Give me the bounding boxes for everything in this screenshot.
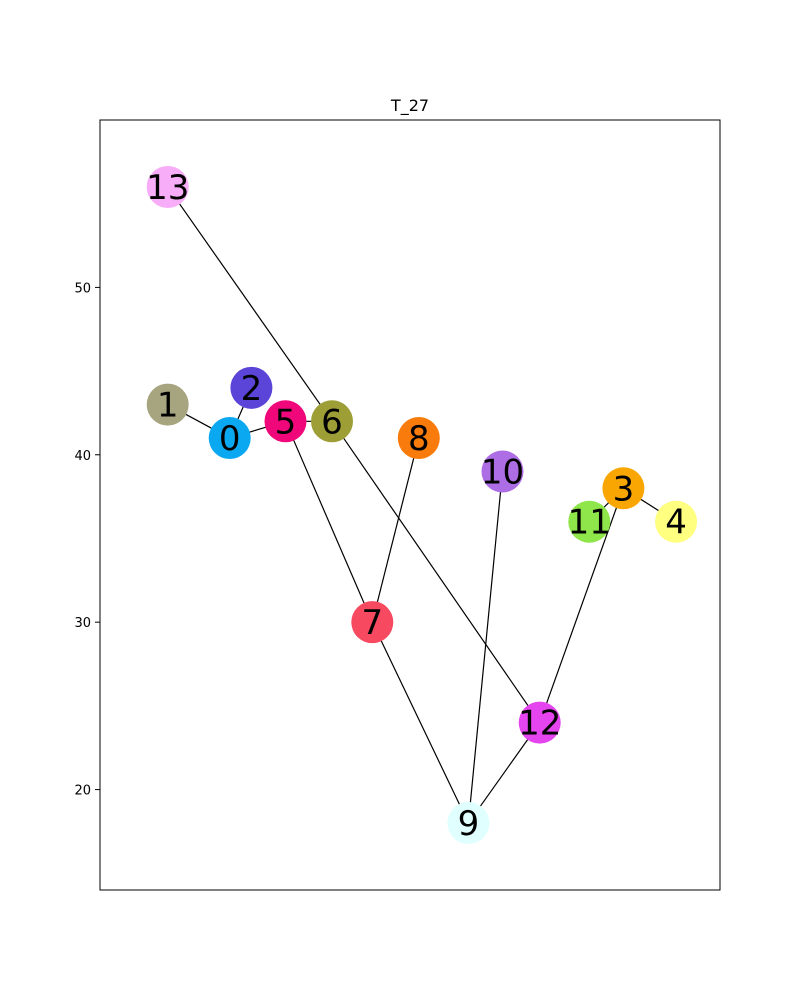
node-8 [397, 417, 440, 460]
node-12 [518, 701, 561, 744]
edge-5-7 [284, 421, 373, 623]
node-5 [264, 400, 307, 443]
y-tick-label-50: 50 [74, 281, 91, 296]
node-label-8: 8 [408, 419, 430, 459]
node-1 [146, 383, 189, 426]
y-tick-label-20: 20 [74, 784, 91, 799]
node-label-7: 7 [361, 603, 383, 643]
node-11 [568, 500, 611, 543]
y-tick-label-40: 40 [74, 449, 91, 464]
node-3 [602, 467, 645, 510]
chart-title: T_27 [390, 96, 429, 116]
node-label-11: 11 [568, 503, 611, 543]
node-label-10: 10 [481, 453, 524, 493]
edge-7-8 [371, 437, 420, 623]
node-label-4: 4 [665, 503, 687, 543]
y-axis: 20 30 40 50 [74, 281, 100, 799]
node-label-0: 0 [219, 419, 241, 459]
node-0 [208, 417, 251, 460]
node-7 [351, 601, 394, 644]
node-label-3: 3 [613, 469, 635, 509]
node-label-1: 1 [157, 386, 179, 426]
edge-9-10 [467, 471, 504, 824]
node-13 [146, 165, 189, 208]
node-label-12: 12 [518, 704, 561, 744]
node-label-5: 5 [275, 402, 297, 442]
edge-7-9 [371, 621, 469, 824]
node-label-9: 9 [458, 804, 480, 844]
node-label-13: 13 [146, 168, 189, 208]
y-tick-label-30: 30 [74, 616, 91, 631]
edge-6-12 [331, 420, 541, 723]
axes-frame [99, 119, 721, 891]
node-4 [655, 500, 698, 543]
node-6 [311, 400, 353, 443]
node-9 [447, 802, 490, 845]
edge-6-13 [167, 186, 333, 422]
node-label-2: 2 [241, 369, 263, 409]
node-10 [481, 450, 524, 493]
node-label-6: 6 [321, 402, 343, 442]
node-2 [230, 366, 273, 409]
